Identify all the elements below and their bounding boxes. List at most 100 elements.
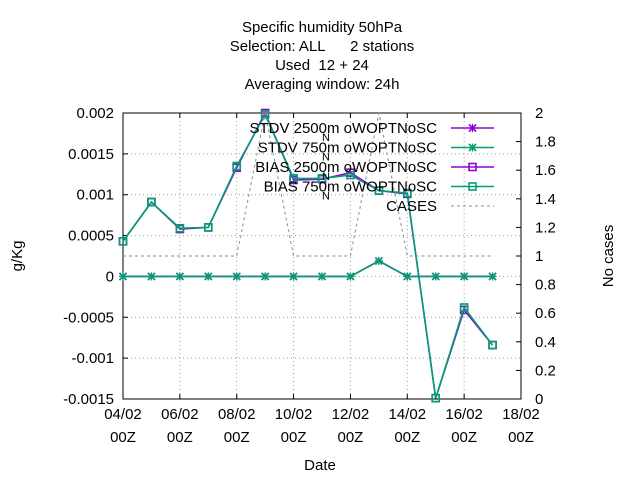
x-tick-label: 00Z (224, 429, 250, 446)
data-point-series-4 (175, 223, 185, 233)
data-point-series-2 (261, 272, 270, 281)
y2-tick-label: 0 (535, 391, 543, 408)
x-axis-label: Date (304, 457, 336, 474)
data-point-series-4 (374, 186, 384, 195)
data-point-series-2 (317, 272, 327, 281)
data-point-series-2 (346, 272, 355, 281)
y-tick-label: 0 (106, 268, 114, 285)
y2-tick-label: 1.6 (535, 162, 556, 179)
data-point-series-4 (402, 188, 412, 198)
y-axis-label: g/Kg (9, 241, 26, 272)
marker-stroke (431, 393, 441, 403)
marker-stroke (317, 174, 327, 183)
y2-tick-label: 0.4 (535, 334, 556, 351)
data-point-series-2 (232, 272, 241, 281)
marker-stroke (118, 236, 128, 246)
legend-label-subscript: N (322, 191, 330, 203)
x-tick-label: 00Z (508, 429, 534, 446)
y2-axis-label: No cases (600, 225, 617, 288)
x-tick-label: 16/02 (445, 406, 483, 423)
data-point-series-2 (175, 272, 184, 281)
x-tick-label: 14/02 (389, 406, 427, 423)
marker-stroke (260, 110, 270, 119)
y-tick-label: -0.001 (71, 350, 114, 367)
x-tick-label: 10/02 (275, 406, 313, 423)
y-tick-label: 0.0005 (68, 228, 114, 245)
chart-title: Specific humidity 50hPa Selection: ALL 2… (230, 19, 415, 93)
x-tick-label: 00Z (110, 429, 136, 446)
marker-stroke (468, 182, 477, 191)
marker-stroke (346, 170, 355, 180)
y2-tick-label: 2 (535, 105, 543, 122)
data-point-series-2 (118, 272, 128, 281)
marker-stroke (203, 223, 213, 232)
series-line-2 (123, 259, 493, 278)
legend-swatch-marker (468, 143, 477, 152)
data-point-series-4 (203, 223, 213, 232)
x-tick-label: 00Z (451, 429, 477, 446)
legend-label-subscript: N (322, 152, 330, 164)
data-point-series-2 (289, 272, 298, 281)
data-point-series-4 (260, 110, 270, 119)
legend-label: STDV 750m oWOPTNoSC (258, 140, 437, 157)
title-line-1: Specific humidity 50hPa (242, 19, 403, 36)
y2-tick-label: 0.6 (535, 305, 556, 322)
y-tick-label: -0.0015 (63, 391, 114, 408)
data-point-series-4 (431, 393, 441, 403)
legend-label: STDV 2500m oWOPTNoSC (249, 120, 437, 137)
data-point-series-4 (147, 197, 156, 207)
data-point-series-2 (403, 272, 412, 281)
x-tick-label: 08/02 (218, 406, 256, 423)
marker-stroke (402, 188, 412, 198)
x-tick-label: 06/02 (161, 406, 199, 423)
data-point-series-2 (460, 272, 469, 281)
data-point-series-4 (459, 303, 469, 312)
legend-label: BIAS 750m oWOPTNoSC (264, 179, 438, 196)
data-point-series-4 (232, 161, 242, 171)
legend-label: CASES (386, 198, 437, 215)
data-point-series-2 (374, 256, 383, 265)
data-point-series-4 (317, 174, 327, 183)
data-point-series-4 (118, 236, 128, 246)
x-tick-label: 00Z (281, 429, 307, 446)
marker-stroke (488, 340, 497, 350)
series-line-5 (123, 112, 493, 257)
y2-tick-label: 1 (535, 248, 543, 265)
data-point-series-2 (488, 272, 497, 281)
y2-tick-label: 0.2 (535, 362, 556, 379)
marker-stroke (289, 174, 298, 183)
x-tick-label: 00Z (337, 429, 363, 446)
data-point-series-4 (289, 174, 298, 183)
y-tick-label: 0.001 (76, 187, 114, 204)
title-line-3: Used 12 + 24 (275, 57, 369, 74)
data-point-series-2 (431, 272, 440, 281)
data-point-series-2 (147, 272, 156, 281)
y2-tick-label: 1.4 (535, 191, 556, 208)
y2-tick-label: 1.2 (535, 219, 556, 236)
legend-label-subscript: N (322, 132, 330, 144)
data-point-series-4 (488, 340, 497, 350)
marker-stroke (232, 161, 242, 171)
series-line-4 (122, 112, 494, 399)
marker-stroke (374, 186, 384, 195)
x-tick-label: 00Z (394, 429, 420, 446)
plot-series (118, 108, 497, 403)
y-tick-label: -0.0005 (63, 309, 114, 326)
marker-stroke (147, 197, 156, 207)
marker-stroke (468, 162, 477, 172)
title-line-2: Selection: ALL 2 stations (230, 38, 415, 55)
title-line-4: Averaging window: 24h (245, 76, 400, 93)
legend-label-subscript: N (322, 171, 330, 183)
y-tick-label: 0.0015 (68, 146, 114, 163)
legend-swatch-marker (468, 123, 477, 133)
legend-swatch-marker (468, 162, 477, 172)
y2-tick-label: 1.8 (535, 134, 556, 151)
x-tick-label: 18/02 (502, 406, 540, 423)
axes: 04/02 00Z 06/02 00Z 08/02 00Z 10/02 00Z 12/02 00Z… (63, 105, 556, 446)
legend-label: BIAS 2500m oWOPTNoSC (255, 159, 437, 176)
legend-swatch-marker (468, 182, 477, 191)
x-tick-label: 12/02 (332, 406, 370, 423)
data-point-series-4 (346, 170, 355, 180)
